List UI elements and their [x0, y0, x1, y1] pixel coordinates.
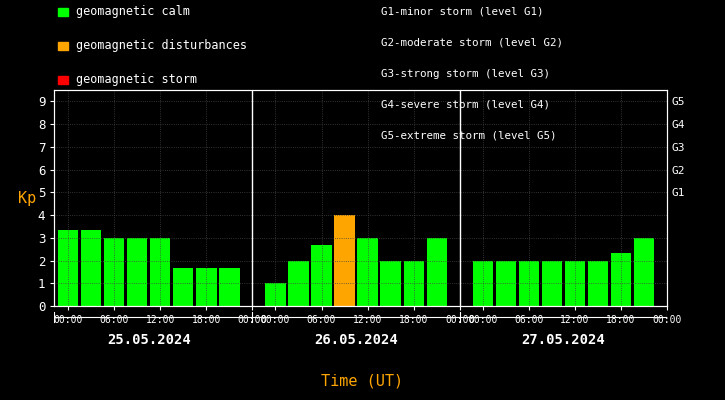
- Bar: [289, 260, 309, 306]
- Text: G3-strong storm (level G3): G3-strong storm (level G3): [381, 69, 550, 78]
- Bar: [496, 260, 516, 306]
- Bar: [565, 260, 585, 306]
- Bar: [173, 268, 194, 306]
- Bar: [265, 283, 286, 306]
- Text: G4-severe storm (level G4): G4-severe storm (level G4): [381, 99, 550, 109]
- Bar: [219, 268, 239, 306]
- Bar: [473, 260, 493, 306]
- Bar: [334, 215, 355, 306]
- Bar: [81, 230, 102, 306]
- Bar: [404, 260, 424, 306]
- Text: 26.05.2024: 26.05.2024: [314, 333, 398, 347]
- Text: geomagnetic disturbances: geomagnetic disturbances: [75, 40, 246, 52]
- Bar: [518, 260, 539, 306]
- Bar: [381, 260, 401, 306]
- Bar: [542, 260, 562, 306]
- Text: geomagnetic storm: geomagnetic storm: [75, 74, 196, 86]
- Bar: [357, 238, 378, 306]
- Text: 27.05.2024: 27.05.2024: [521, 333, 605, 347]
- Y-axis label: Kp: Kp: [17, 190, 36, 206]
- Text: G1-minor storm (level G1): G1-minor storm (level G1): [381, 7, 543, 17]
- Bar: [426, 238, 447, 306]
- Bar: [634, 238, 654, 306]
- Bar: [104, 238, 125, 306]
- Text: geomagnetic calm: geomagnetic calm: [75, 6, 190, 18]
- Text: G5-extreme storm (level G5): G5-extreme storm (level G5): [381, 130, 556, 140]
- Text: G2-moderate storm (level G2): G2-moderate storm (level G2): [381, 38, 563, 48]
- Text: Time (UT): Time (UT): [321, 373, 404, 388]
- Bar: [588, 260, 608, 306]
- Bar: [150, 238, 170, 306]
- Bar: [127, 238, 147, 306]
- Bar: [610, 253, 631, 306]
- Bar: [196, 268, 217, 306]
- Bar: [58, 230, 78, 306]
- Bar: [312, 245, 331, 306]
- Text: 25.05.2024: 25.05.2024: [107, 333, 191, 347]
